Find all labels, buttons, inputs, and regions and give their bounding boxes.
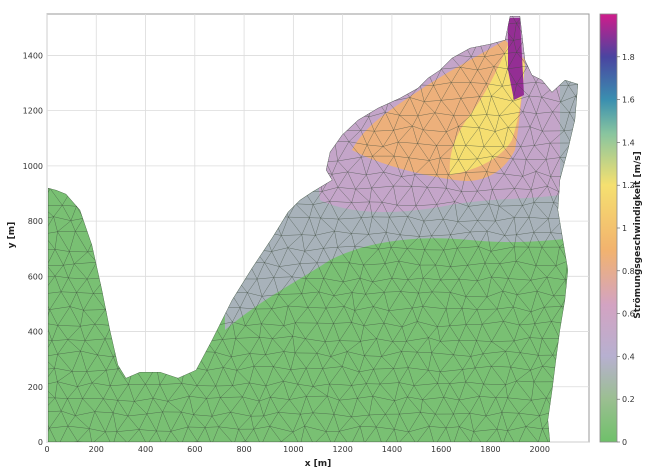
colorbar-tick-label: 1.2 xyxy=(622,181,635,190)
y-tick-label: 400 xyxy=(28,328,43,337)
colorbar-tick-label: 1.6 xyxy=(622,96,635,105)
y-tick-label: 800 xyxy=(28,217,43,226)
y-tick-label: 1000 xyxy=(23,162,43,171)
y-axis-label: y [m] xyxy=(7,222,17,249)
x-tick-label: 0 xyxy=(44,445,49,454)
x-tick-label: 1200 xyxy=(332,445,352,454)
colorbar-tick-label: 0 xyxy=(622,438,627,447)
colorbar-tick-label: 0.4 xyxy=(622,352,635,361)
colorbar xyxy=(599,13,618,443)
x-tick-label: 200 xyxy=(89,445,104,454)
velocity-region-inlet xyxy=(508,18,524,100)
y-tick-label: 200 xyxy=(28,383,43,392)
colorbar-tick-label: 1.8 xyxy=(622,53,635,62)
x-tick-label: 1400 xyxy=(382,445,402,454)
x-tick-label: 400 xyxy=(138,445,153,454)
x-tick-label: 1800 xyxy=(480,445,500,454)
x-tick-labels: 0 200 400 600 800 1000 1200 1400 1600 1800 2000 xyxy=(44,445,549,454)
y-tick-label: 1400 xyxy=(23,51,43,60)
y-tick-label: 600 xyxy=(28,272,43,281)
domain-boundary xyxy=(48,16,578,442)
x-tick-label: 2000 xyxy=(530,445,550,454)
x-tick-label: 800 xyxy=(236,445,251,454)
colorbar-tick-label: 1.4 xyxy=(622,138,635,147)
x-tick-label: 600 xyxy=(187,445,202,454)
x-tick-label: 1000 xyxy=(283,445,303,454)
colorbar-tick-label: 0.8 xyxy=(622,267,635,276)
colorbar-label: Strömungsgeschwindigkeit [m/s] xyxy=(633,151,643,318)
x-tick-label: 1600 xyxy=(431,445,451,454)
colorbar-tick-label: 0.2 xyxy=(622,395,635,404)
y-tick-label: 1200 xyxy=(23,107,43,116)
y-tick-labels: 0 200 400 600 800 1000 1200 1400 xyxy=(23,51,43,447)
colorbar-tick-labels: 0 0.2 0.4 0.6 0.8 1 1.2 1.4 1.6 1.8 xyxy=(617,53,635,447)
colorbar-tick-label: 0.6 xyxy=(622,310,635,319)
x-axis-label: x [m] xyxy=(305,459,332,469)
colorbar-tick-label: 1 xyxy=(622,224,627,233)
y-tick-label: 0 xyxy=(38,438,43,447)
